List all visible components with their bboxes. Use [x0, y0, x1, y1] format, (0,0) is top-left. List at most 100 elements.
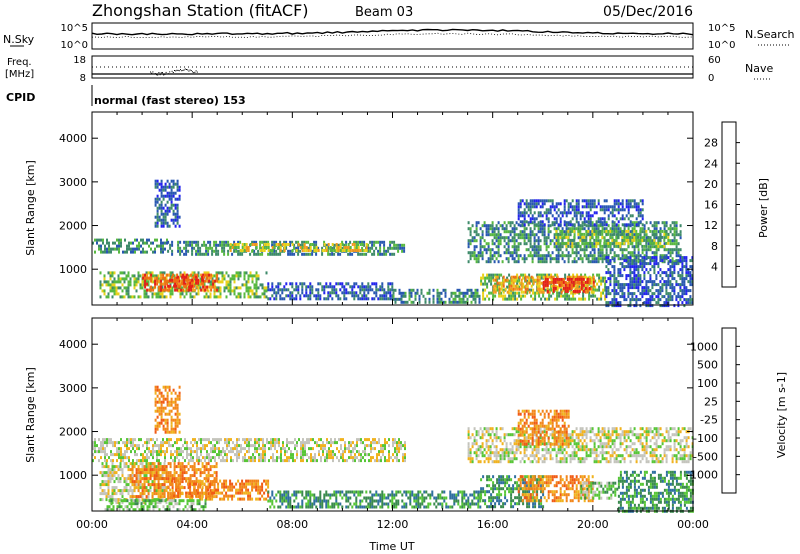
- nave-dot: [154, 73, 156, 75]
- freq-tick-low: 8: [80, 73, 86, 84]
- nave-dot: [177, 69, 179, 71]
- nave-tick-high: 60: [708, 55, 721, 66]
- colorbar-tick-label: -1000: [686, 469, 718, 482]
- velocity-colorbar: 1000 500 100 25 -25 -100 -500 -1000: [686, 327, 740, 494]
- nsearch-tick-low: 10^0: [708, 40, 735, 51]
- nave-label: Nave: [745, 62, 773, 75]
- nave-dot: [194, 71, 196, 73]
- y-tick-label: 4000: [59, 132, 87, 145]
- colorbar-tick-label: 4: [711, 260, 718, 273]
- power-echo-region: [167, 275, 206, 288]
- power-echo-region: [92, 238, 168, 254]
- colorbar-tick-label: 12: [704, 219, 718, 232]
- nave-dot: [157, 74, 159, 76]
- power-panel: 1000 2000 3000 4000 Slant Range [km] 4 8 12 16…: [24, 111, 770, 308]
- y-tick-label: 2000: [59, 220, 87, 233]
- power-echo-region: [229, 243, 368, 252]
- nsky-tick-low: 10^0: [61, 40, 88, 51]
- power-echoes: [92, 179, 694, 308]
- nave-dot: [193, 72, 195, 74]
- x-tick-label: 00:00: [76, 518, 108, 531]
- y-tick-label: 3000: [59, 176, 87, 189]
- nave-dot: [160, 72, 162, 74]
- nave-dot: [158, 72, 160, 73]
- nave-dot: [182, 69, 184, 71]
- power-echo-region: [267, 282, 394, 301]
- power-yticks: 1000 2000 3000 4000: [59, 132, 693, 276]
- nave-dot: [196, 71, 198, 73]
- colorbar-frame: [721, 327, 737, 494]
- nave-dot: [188, 70, 190, 72]
- freq-tick-high: 18: [73, 55, 86, 66]
- time-axis-label: Time UT: [368, 540, 414, 553]
- nsky-panel: N.Sky 10^5 10^0 10^5 10^0 N.Search: [3, 22, 795, 51]
- power-xticks: [91, 112, 694, 305]
- velocity-ylabel: Slant Range [km]: [24, 367, 37, 463]
- velocity-cbar-label: Velocity [m s-1]: [775, 372, 788, 458]
- nsky-label: N.Sky: [3, 33, 35, 46]
- x-tick-label: 12:00: [377, 518, 409, 531]
- nave-dot: [163, 74, 165, 76]
- y-tick-label: 4000: [59, 338, 87, 351]
- cpid-text: normal (fast stereo) 153: [94, 94, 246, 107]
- power-colorbar: 4 8 12 16 20 24 28: [704, 121, 740, 288]
- nave-dot: [150, 71, 151, 73]
- colorbar-tick-label: 20: [704, 178, 718, 191]
- nave-dot: [192, 71, 193, 73]
- nave-dot: [156, 74, 157, 76]
- nave-dot: [180, 69, 181, 71]
- colorbar-tick-label: 24: [704, 157, 718, 170]
- nave-dip: [150, 68, 198, 76]
- cpid-panel: CPID normal (fast stereo) 153: [6, 85, 246, 107]
- station-title: Zhongshan Station (fitACF): [92, 1, 309, 20]
- velocity-yticks: 1000 2000 3000 4000: [59, 338, 693, 482]
- nave-dot: [187, 69, 189, 71]
- colorbar-tick-label: 1000: [690, 340, 718, 353]
- power-cbar-label: Power [dB]: [757, 178, 770, 238]
- colorbar-tick-label: 8: [711, 240, 718, 253]
- y-tick-label: 2000: [59, 426, 87, 439]
- colorbar-tick-label: -25: [700, 414, 718, 427]
- colorbar-tick-label: 25: [704, 395, 718, 408]
- y-tick-label: 3000: [59, 382, 87, 395]
- nave-dot: [186, 69, 187, 70]
- nave-dot: [152, 71, 154, 73]
- nave-dot: [178, 70, 180, 72]
- velocity-echo-region: [167, 479, 270, 501]
- velocity-echo-region: [104, 499, 207, 512]
- date-label: 05/Dec/2016: [603, 4, 693, 20]
- velocity-xticks: 00:00 04:00 08:00 12:00 16:00 20:00 00:00: [76, 318, 709, 531]
- nave-dot: [172, 72, 174, 73]
- nsearch-label: N.Search: [745, 28, 795, 41]
- velocity-echo-region: [467, 427, 694, 464]
- colorbar-tick-label: 100: [697, 377, 718, 390]
- x-tick-label: 00:00: [677, 518, 709, 531]
- nave-dot: [189, 69, 191, 71]
- nsearch-tick-high: 10^5: [708, 23, 735, 34]
- x-tick-label: 20:00: [577, 518, 609, 531]
- power-echo-region: [154, 179, 181, 228]
- nave-dot: [169, 71, 171, 73]
- power-echo-region: [517, 199, 644, 227]
- nave-dot: [159, 74, 161, 76]
- freq-label: Freq.: [7, 57, 32, 68]
- nave-dot: [176, 69, 178, 71]
- nsky-trace: [91, 28, 694, 36]
- y-tick-label: 1000: [59, 263, 87, 276]
- velocity-echo-region: [517, 409, 570, 446]
- x-tick-label: 16:00: [477, 518, 509, 531]
- nave-dot: [170, 73, 172, 75]
- power-echo-region: [542, 277, 595, 293]
- nave-dot: [195, 70, 197, 72]
- nave-dot: [190, 70, 192, 72]
- colorbar-tick-label: 16: [704, 199, 718, 212]
- velocity-echo-region: [617, 470, 694, 513]
- velocity-echo-region: [92, 438, 406, 463]
- power-echo-region: [555, 229, 670, 248]
- y-tick-label: 1000: [59, 469, 87, 482]
- colorbar-tick-label: 28: [704, 137, 718, 150]
- nave-dot: [166, 73, 168, 75]
- velocity-echo-region: [580, 481, 619, 500]
- nave-dot: [171, 70, 173, 72]
